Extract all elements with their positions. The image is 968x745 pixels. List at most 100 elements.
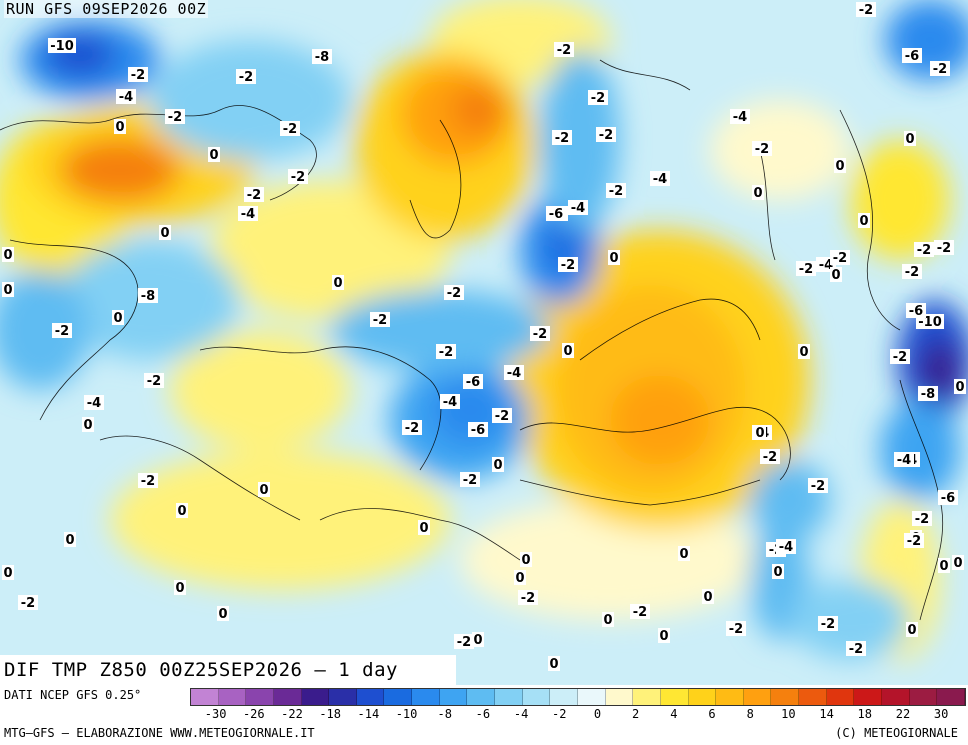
- contour-label-bg: [440, 394, 460, 409]
- contour-label-bg: [702, 589, 714, 604]
- temperature-anomaly-map: -2-10-2-2-4-2-20-2-20-2-2-40-2-2-2-2-4-2…: [0, 0, 968, 685]
- contour-label: 0: [160, 226, 169, 241]
- color-scale-tick-label: 18: [857, 707, 873, 721]
- contour-label-bg: [554, 42, 574, 57]
- contour-label-bg: [548, 656, 560, 671]
- contour-label: 0: [115, 120, 124, 135]
- contour-label: 0: [473, 633, 482, 648]
- color-scale-tick-label: 22: [895, 707, 911, 721]
- contour-label-bg: [938, 490, 958, 505]
- contour-label: -2: [283, 122, 297, 137]
- contour-label: -2: [811, 479, 825, 494]
- contour-label: -2: [609, 184, 623, 199]
- contour-label: -2: [55, 324, 69, 339]
- contour-label-bg: [504, 365, 524, 380]
- contour-label: -2: [591, 91, 605, 106]
- contour-label-bg: [846, 641, 866, 656]
- contour-label-bg: [258, 482, 270, 497]
- contour-label: -2: [373, 313, 387, 328]
- contour-label-bg: [894, 452, 914, 467]
- contour-label-bg: [546, 206, 566, 221]
- contour-label: 0: [259, 483, 268, 498]
- color-scale-cell: [495, 689, 523, 705]
- contour-label: -2: [447, 286, 461, 301]
- contour-label: 0: [113, 311, 122, 326]
- contour-label: 0: [609, 251, 618, 266]
- contour-label: 0: [831, 268, 840, 283]
- color-scale-cell: [771, 689, 800, 705]
- contour-label: -2: [599, 128, 613, 143]
- contour-label: 0: [3, 566, 12, 581]
- contour-label: -10: [50, 39, 74, 54]
- contour-label: 0: [3, 248, 12, 263]
- contour-label-bg: [776, 539, 796, 554]
- contour-label-bg: [798, 344, 810, 359]
- contour-label-bg: [244, 187, 264, 202]
- contour-label: -2: [247, 188, 261, 203]
- contour-label: -4: [443, 395, 457, 410]
- contour-label: 0: [3, 283, 12, 298]
- color-scale-tick-label: 4: [670, 707, 678, 721]
- color-scale-tick-label: -8: [437, 707, 452, 721]
- contour-label: -2: [557, 43, 571, 58]
- contour-label: 0: [955, 380, 964, 395]
- contour-label-bg: [918, 386, 938, 401]
- contour-label: -6: [466, 375, 480, 390]
- contour-label-bg: [726, 621, 746, 636]
- contour-label-bg: [18, 595, 38, 610]
- contour-label: 0: [835, 159, 844, 174]
- color-scale-cell: [577, 689, 606, 705]
- contour-label-bg: [128, 67, 148, 82]
- contour-label-bg: [858, 213, 870, 228]
- contour-label: 0: [773, 565, 782, 580]
- contour-label: 0: [755, 426, 764, 441]
- contour-label-bg: [530, 326, 550, 341]
- contour-label-bg: [64, 532, 76, 547]
- contour-label-bg: [730, 109, 750, 124]
- contour-label-bg: [912, 511, 932, 526]
- color-scale-tick-label: 6: [708, 707, 716, 721]
- contour-label-bg: [402, 420, 422, 435]
- contour-label-bg: [114, 119, 126, 134]
- contour-label-bg: [678, 546, 690, 561]
- contour-label-bg: [2, 247, 14, 262]
- color-scale-cell: [633, 689, 661, 705]
- contour-label: -2: [917, 243, 931, 258]
- contour-label-bg: [460, 472, 480, 487]
- contour-label-bg: [608, 250, 620, 265]
- contour-label-bg: [856, 2, 876, 17]
- color-scale-tick-label: -10: [395, 707, 418, 721]
- color-scale-cell: [329, 689, 357, 705]
- contour-label: 0: [333, 276, 342, 291]
- color-scale-cell: [412, 689, 440, 705]
- contour-label: 0: [549, 657, 558, 672]
- contour-label-bg: [818, 616, 838, 631]
- contour-label-bg: [238, 206, 258, 221]
- contour-label: -2: [833, 251, 847, 266]
- contour-label: -2: [799, 262, 813, 277]
- color-scale-tick-label: 8: [746, 707, 754, 721]
- contour-label-bg: [830, 267, 842, 282]
- contour-label: -2: [457, 635, 471, 650]
- contour-label: -2: [905, 265, 919, 280]
- contour-label: 0: [83, 418, 92, 433]
- contour-label: -6: [549, 207, 563, 222]
- contour-label-bg: [492, 408, 512, 423]
- contour-label: -2: [893, 350, 907, 365]
- contour-label: -8: [315, 50, 329, 65]
- color-scale-cell: [550, 689, 578, 705]
- contour-label-bg: [934, 240, 954, 255]
- contour-label: -6: [909, 304, 923, 319]
- contour-label: -2: [907, 534, 921, 549]
- contour-label-bg: [312, 49, 332, 64]
- contour-label: -2: [755, 142, 769, 157]
- contour-label-bg: [830, 250, 850, 265]
- contour-label-bg: [370, 312, 390, 327]
- color-scale-bar: [190, 688, 966, 706]
- color-scale-cell: [743, 689, 772, 705]
- contour-label-bg: [796, 261, 816, 276]
- contour-label-bg: [906, 622, 918, 637]
- color-scale-cell: [218, 689, 247, 705]
- contour-label-bg: [952, 555, 964, 570]
